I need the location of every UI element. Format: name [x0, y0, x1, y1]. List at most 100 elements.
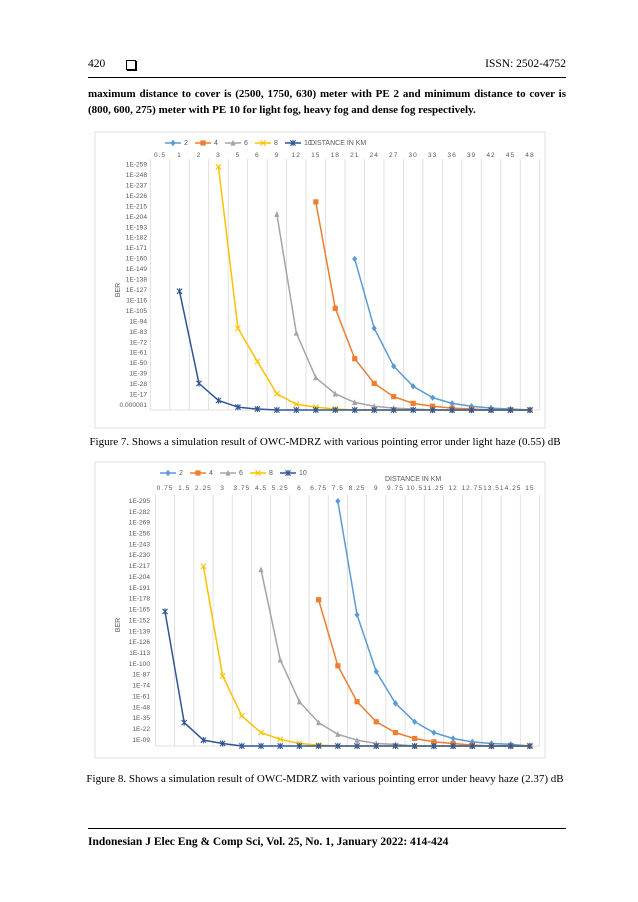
marker — [335, 497, 341, 505]
legend-label: 10 — [299, 470, 307, 477]
marker — [354, 742, 361, 750]
legend-item: 6 — [225, 139, 248, 147]
marker — [412, 735, 418, 742]
x-tick-label: 45 — [506, 152, 515, 159]
marker — [469, 742, 476, 750]
x-tick-label: 1.5 — [178, 485, 190, 492]
marker — [258, 742, 265, 750]
x-tick-label: 2.25 — [195, 485, 212, 492]
marker — [176, 288, 183, 295]
marker — [354, 699, 360, 705]
marker — [277, 656, 283, 663]
marker — [431, 729, 437, 736]
marker — [195, 380, 202, 387]
marker — [255, 470, 261, 476]
marker — [315, 742, 322, 750]
legend-label: 2 — [184, 140, 188, 147]
legend-item: 2 — [160, 469, 183, 477]
marker — [200, 737, 207, 744]
x-tick-label: 13.5 — [483, 485, 500, 492]
marker — [371, 380, 377, 386]
marker — [488, 406, 495, 414]
legend-item: 10 — [285, 140, 312, 147]
y-tick-label: 1E-48 — [132, 704, 150, 711]
legend-item: 8 — [250, 470, 273, 477]
marker — [332, 390, 338, 397]
paragraph: maximum distance to cover is (2500, 1750… — [88, 88, 566, 116]
y-axis-title: BER — [115, 618, 122, 632]
y-tick-label: 1E-282 — [129, 509, 151, 516]
marker — [273, 390, 280, 397]
y-tick-label: 1E-152 — [129, 617, 151, 624]
marker — [170, 139, 176, 147]
x-tick-label: 7.5 — [332, 485, 344, 492]
marker — [219, 672, 226, 679]
legend-item: 4 — [190, 470, 213, 477]
x-tick-label: 42 — [486, 152, 495, 159]
x-tick-label: 12.75 — [462, 485, 484, 492]
y-tick-label: 1E-09 — [132, 737, 150, 744]
y-tick-label: 1E-193 — [126, 224, 148, 231]
caption: Figure 7. Shows a simulation result of O… — [89, 436, 561, 448]
marker — [449, 400, 455, 407]
legend-label: 8 — [269, 470, 273, 477]
y-tick-label: 1E-35 — [132, 715, 150, 722]
x-tick-label: 15 — [311, 152, 320, 159]
marker — [312, 406, 319, 414]
y-tick-label: 1E-259 — [126, 162, 148, 169]
y-tick-label: 1E-74 — [132, 683, 150, 690]
y-tick-label: 1E-138 — [126, 277, 148, 284]
marker — [371, 402, 377, 409]
marker — [215, 397, 222, 404]
marker — [373, 742, 380, 750]
y-tick-label: 1E-215 — [126, 203, 148, 210]
x-tick-label: 0.75 — [157, 485, 174, 492]
marker — [219, 740, 226, 747]
y-tick-label: 1E-171 — [126, 245, 148, 252]
x-tick-label: 36 — [447, 152, 456, 159]
marker — [392, 700, 399, 707]
page-number: 420 — [88, 58, 106, 70]
y-tick-label: 1E-226 — [126, 193, 148, 200]
marker — [371, 325, 377, 332]
x-tick-label: 1 — [177, 152, 182, 159]
marker — [277, 736, 284, 743]
marker — [293, 406, 300, 414]
y-tick-label: 1E-269 — [129, 520, 151, 527]
legend-label: 2 — [179, 470, 183, 477]
x-tick-label: 39 — [467, 152, 476, 159]
marker — [373, 719, 379, 725]
marker — [352, 356, 358, 362]
y-tick-label: 1E-230 — [129, 552, 151, 559]
marker — [507, 742, 514, 750]
marker — [285, 469, 291, 477]
y-tick-label: 1E-61 — [129, 350, 147, 357]
y-tick-label: 1E-28 — [129, 381, 147, 388]
y-tick-label: 1E-149 — [126, 266, 148, 273]
marker — [373, 668, 379, 675]
legend-item: 6 — [220, 469, 243, 477]
marker — [200, 563, 207, 570]
marker — [165, 469, 171, 477]
marker — [371, 406, 378, 414]
x-tick-label: 9.75 — [387, 485, 404, 492]
y-tick-label: 1E-217 — [129, 563, 151, 570]
x-tick-label: 9 — [275, 152, 280, 159]
legend-label: 6 — [244, 140, 248, 147]
chart-frame — [94, 461, 546, 759]
legend-item: 10 — [280, 470, 307, 477]
y-tick-label: 1E-178 — [129, 596, 151, 603]
x-axis-title: DISTANCE IN KM — [310, 140, 366, 147]
y-tick-label: 1E-204 — [129, 574, 151, 581]
marker — [230, 139, 236, 146]
x-tick-label: 6 — [297, 485, 302, 492]
marker — [316, 719, 322, 726]
marker — [273, 406, 280, 414]
legend-label: 4 — [209, 470, 213, 477]
legend-item: 4 — [195, 140, 218, 147]
x-tick-label: 12 — [448, 485, 457, 492]
header-rule — [88, 77, 566, 78]
y-tick-label: 1E-243 — [129, 541, 151, 548]
y-tick-label: 1E-127 — [126, 287, 148, 294]
x-tick-label: 3.75 — [233, 485, 250, 492]
